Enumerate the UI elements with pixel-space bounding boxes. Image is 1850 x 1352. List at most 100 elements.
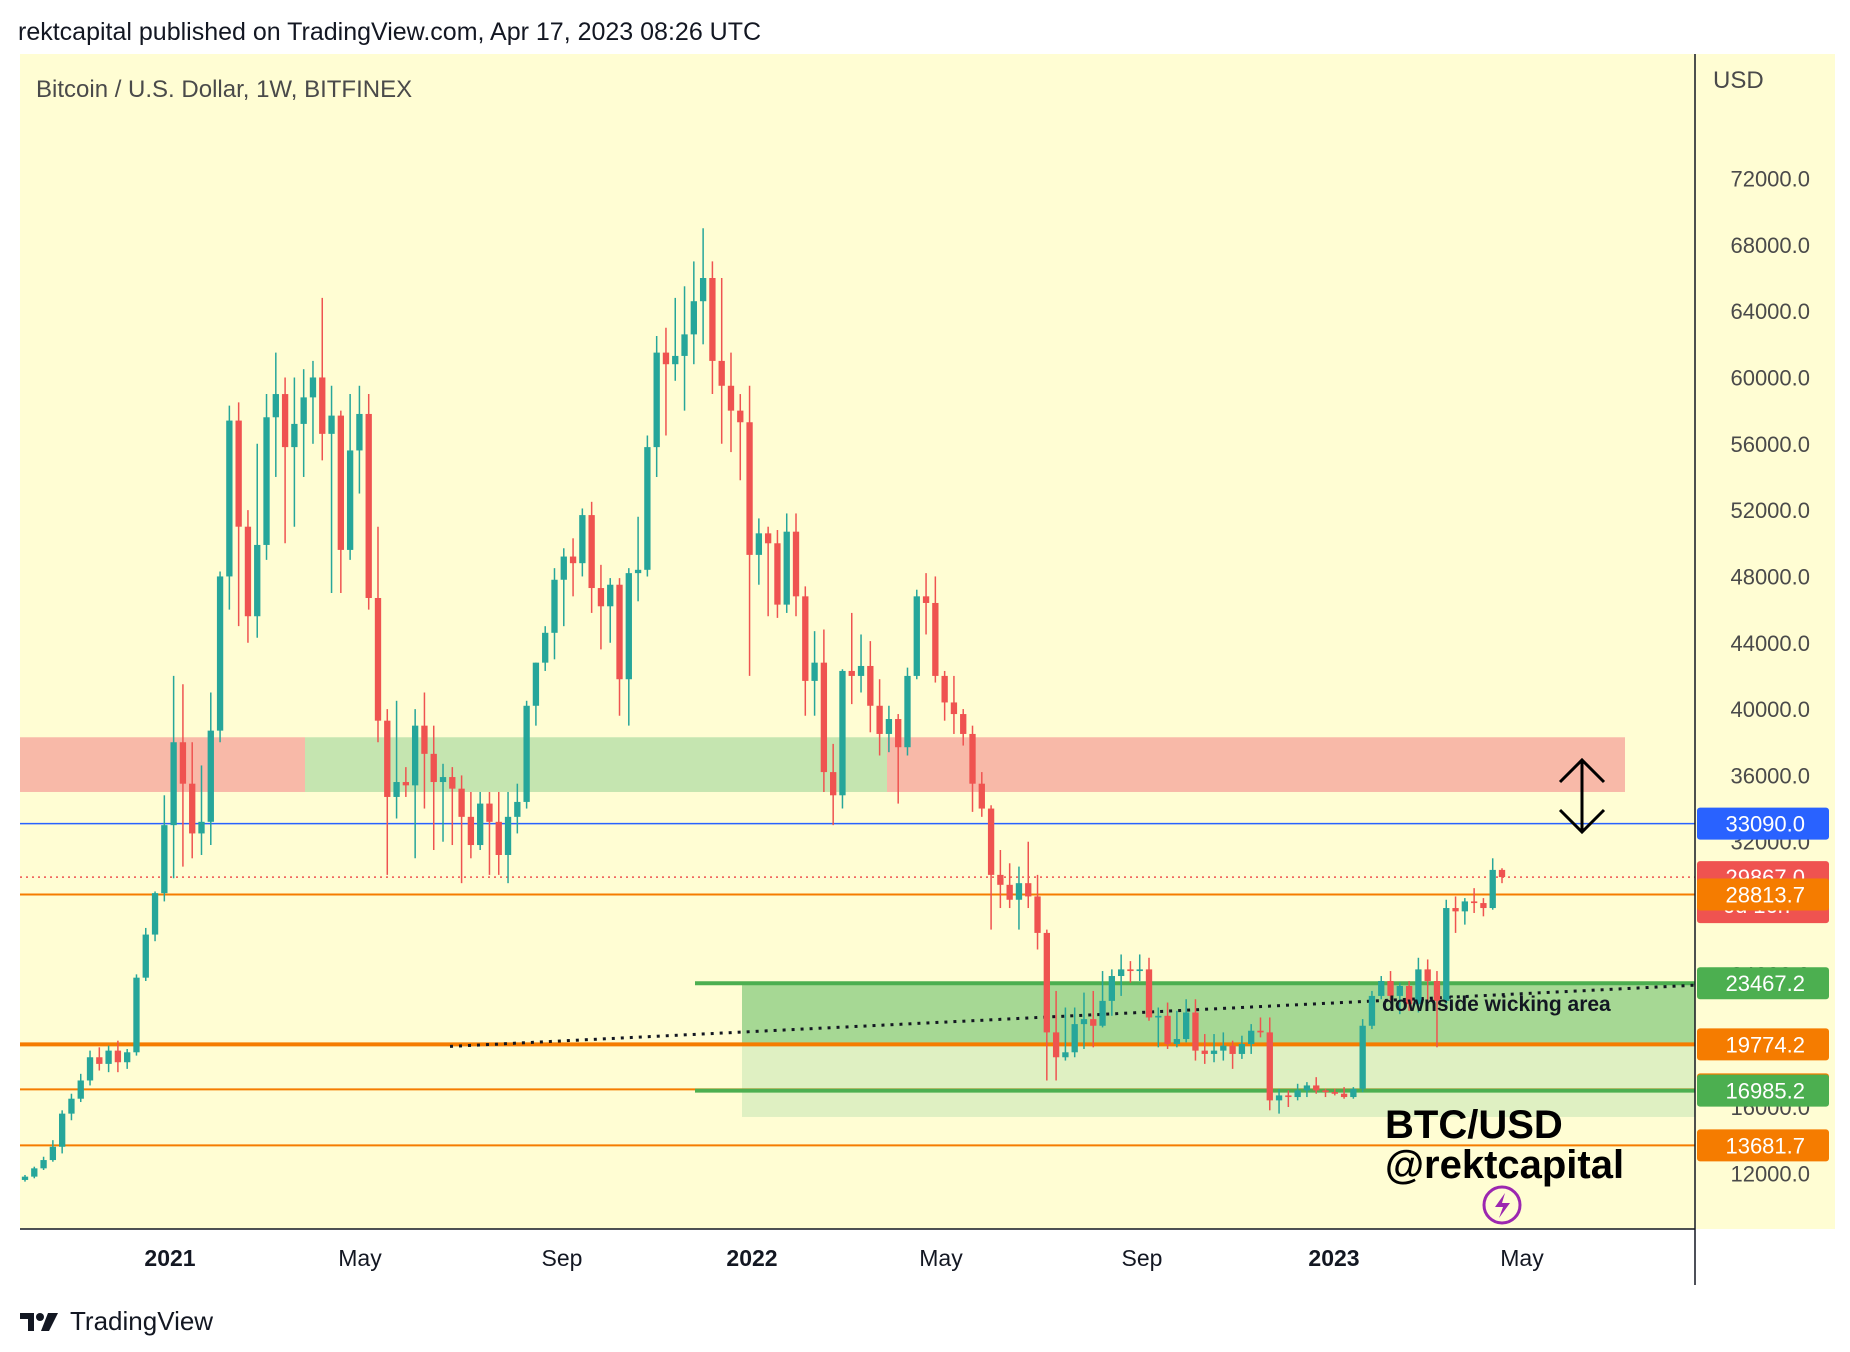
candle[interactable] (1108, 969, 1116, 1016)
candle[interactable] (1145, 957, 1153, 1021)
candle[interactable] (820, 629, 828, 792)
level-33090-tag[interactable]: 33090.0 (1697, 807, 1829, 840)
candle[interactable] (1480, 898, 1487, 917)
candle[interactable] (755, 518, 763, 585)
candle[interactable] (514, 783, 521, 834)
candle[interactable] (207, 692, 214, 846)
candle[interactable] (802, 586, 809, 716)
candle[interactable] (1396, 982, 1403, 1015)
candle[interactable] (1294, 1083, 1301, 1101)
candle[interactable] (486, 791, 493, 875)
candle[interactable] (969, 725, 976, 812)
btc-weekly-chart[interactable]: 12000.016000.020000.024000.028000.032000… (0, 0, 1850, 1290)
candle[interactable] (709, 261, 716, 395)
candle[interactable] (932, 576, 939, 683)
candle[interactable] (96, 1047, 103, 1071)
candle[interactable] (913, 589, 920, 680)
candle[interactable] (1173, 1010, 1181, 1048)
candle[interactable] (1090, 990, 1097, 1048)
candle[interactable] (1015, 866, 1023, 930)
candle[interactable] (1266, 1017, 1273, 1111)
level-13681-tag[interactable]: 13681.7 (1697, 1129, 1829, 1162)
candle[interactable] (319, 297, 326, 461)
candle[interactable] (1331, 1088, 1338, 1096)
candle[interactable] (337, 410, 344, 594)
candle[interactable] (579, 508, 586, 577)
candle[interactable] (662, 327, 670, 436)
candle[interactable] (774, 530, 781, 618)
level-28813-tag[interactable]: 28813.7 (1697, 878, 1829, 911)
candle[interactable] (281, 377, 289, 544)
candle[interactable] (1025, 841, 1032, 909)
candle[interactable] (49, 1140, 57, 1162)
level-19774-tag[interactable]: 19774.2 (1697, 1028, 1829, 1061)
candle[interactable] (161, 795, 168, 902)
candle[interactable] (244, 510, 252, 643)
candle[interactable] (1498, 868, 1506, 884)
candle[interactable] (1433, 971, 1441, 1048)
candle[interactable] (272, 352, 279, 477)
candle[interactable] (1452, 896, 1459, 933)
candle[interactable] (189, 742, 196, 859)
candle[interactable] (1285, 1090, 1292, 1107)
candle[interactable] (1368, 990, 1376, 1030)
candle[interactable] (411, 709, 419, 859)
candle[interactable] (941, 670, 948, 721)
candle[interactable] (634, 516, 642, 602)
candle[interactable] (1387, 971, 1394, 1001)
candle[interactable] (235, 402, 242, 627)
candle[interactable] (226, 405, 233, 610)
candle[interactable] (1155, 1007, 1162, 1048)
candle[interactable] (421, 692, 428, 809)
level-23467-tag[interactable]: 23467.2 (1697, 967, 1829, 1000)
candle[interactable] (495, 791, 502, 875)
candle[interactable] (1210, 1034, 1218, 1063)
candle[interactable] (653, 336, 660, 477)
candle[interactable] (31, 1166, 38, 1179)
candle[interactable] (746, 385, 753, 676)
candle[interactable] (477, 791, 484, 851)
candle[interactable] (1378, 976, 1385, 1000)
candle[interactable] (922, 573, 930, 635)
candle[interactable] (1043, 929, 1050, 1081)
candle[interactable] (644, 435, 651, 577)
candle[interactable] (960, 709, 967, 746)
candle[interactable] (1052, 990, 1060, 1081)
candle[interactable] (77, 1073, 84, 1103)
candle[interactable] (588, 501, 595, 613)
candle[interactable] (625, 568, 632, 726)
candle[interactable] (718, 278, 725, 444)
candle[interactable] (811, 631, 818, 716)
candle[interactable] (542, 626, 549, 671)
candle[interactable] (997, 850, 1004, 909)
candle[interactable] (839, 669, 846, 809)
candle[interactable] (867, 641, 874, 733)
candle[interactable] (532, 662, 540, 726)
candle[interactable] (1303, 1082, 1311, 1098)
candle[interactable] (40, 1156, 47, 1171)
candle[interactable] (1443, 899, 1450, 1005)
candle[interactable] (1229, 1040, 1236, 1069)
candle[interactable] (987, 805, 995, 930)
candle[interactable] (58, 1110, 66, 1154)
candle[interactable] (672, 297, 679, 381)
candle[interactable] (263, 394, 270, 560)
candle[interactable] (1034, 874, 1041, 950)
candle[interactable] (1470, 888, 1478, 914)
candle[interactable] (978, 772, 985, 817)
candle[interactable] (737, 394, 744, 481)
candle[interactable] (885, 705, 893, 753)
candle[interactable] (105, 1045, 112, 1073)
candle[interactable] (1192, 999, 1199, 1061)
candle[interactable] (142, 927, 149, 981)
candle[interactable] (291, 377, 298, 527)
candle[interactable] (133, 974, 140, 1056)
level-16985-tag[interactable]: 16985.2 (1697, 1074, 1829, 1107)
candle[interactable] (1127, 961, 1134, 983)
candle[interactable] (365, 394, 372, 610)
candle[interactable] (1461, 898, 1469, 925)
candle[interactable] (449, 767, 456, 846)
candle[interactable] (895, 714, 902, 804)
candle[interactable] (21, 1174, 29, 1182)
candle[interactable] (114, 1040, 122, 1073)
